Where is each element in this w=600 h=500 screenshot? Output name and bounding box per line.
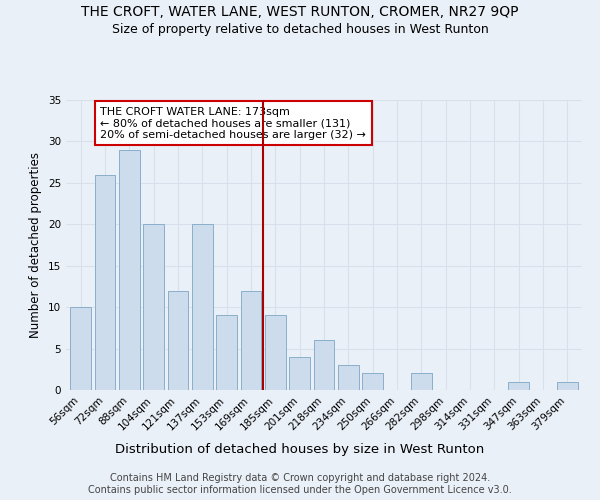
Bar bbox=[411, 374, 432, 390]
Bar bbox=[362, 374, 383, 390]
Text: THE CROFT, WATER LANE, WEST RUNTON, CROMER, NR27 9QP: THE CROFT, WATER LANE, WEST RUNTON, CROM… bbox=[81, 5, 519, 19]
Text: THE CROFT WATER LANE: 173sqm
← 80% of detached houses are smaller (131)
20% of s: THE CROFT WATER LANE: 173sqm ← 80% of de… bbox=[100, 106, 366, 140]
Bar bbox=[314, 340, 334, 390]
Bar bbox=[265, 316, 286, 390]
Bar bbox=[70, 307, 91, 390]
Bar bbox=[119, 150, 140, 390]
Bar bbox=[143, 224, 164, 390]
Bar bbox=[289, 357, 310, 390]
Text: Contains HM Land Registry data © Crown copyright and database right 2024.
Contai: Contains HM Land Registry data © Crown c… bbox=[88, 474, 512, 495]
Bar bbox=[192, 224, 212, 390]
Bar bbox=[338, 365, 359, 390]
Bar bbox=[167, 290, 188, 390]
Bar bbox=[241, 290, 262, 390]
Bar bbox=[216, 316, 237, 390]
Text: Size of property relative to detached houses in West Runton: Size of property relative to detached ho… bbox=[112, 22, 488, 36]
Bar bbox=[557, 382, 578, 390]
Bar bbox=[508, 382, 529, 390]
Bar bbox=[95, 174, 115, 390]
Text: Distribution of detached houses by size in West Runton: Distribution of detached houses by size … bbox=[115, 442, 485, 456]
Y-axis label: Number of detached properties: Number of detached properties bbox=[29, 152, 43, 338]
